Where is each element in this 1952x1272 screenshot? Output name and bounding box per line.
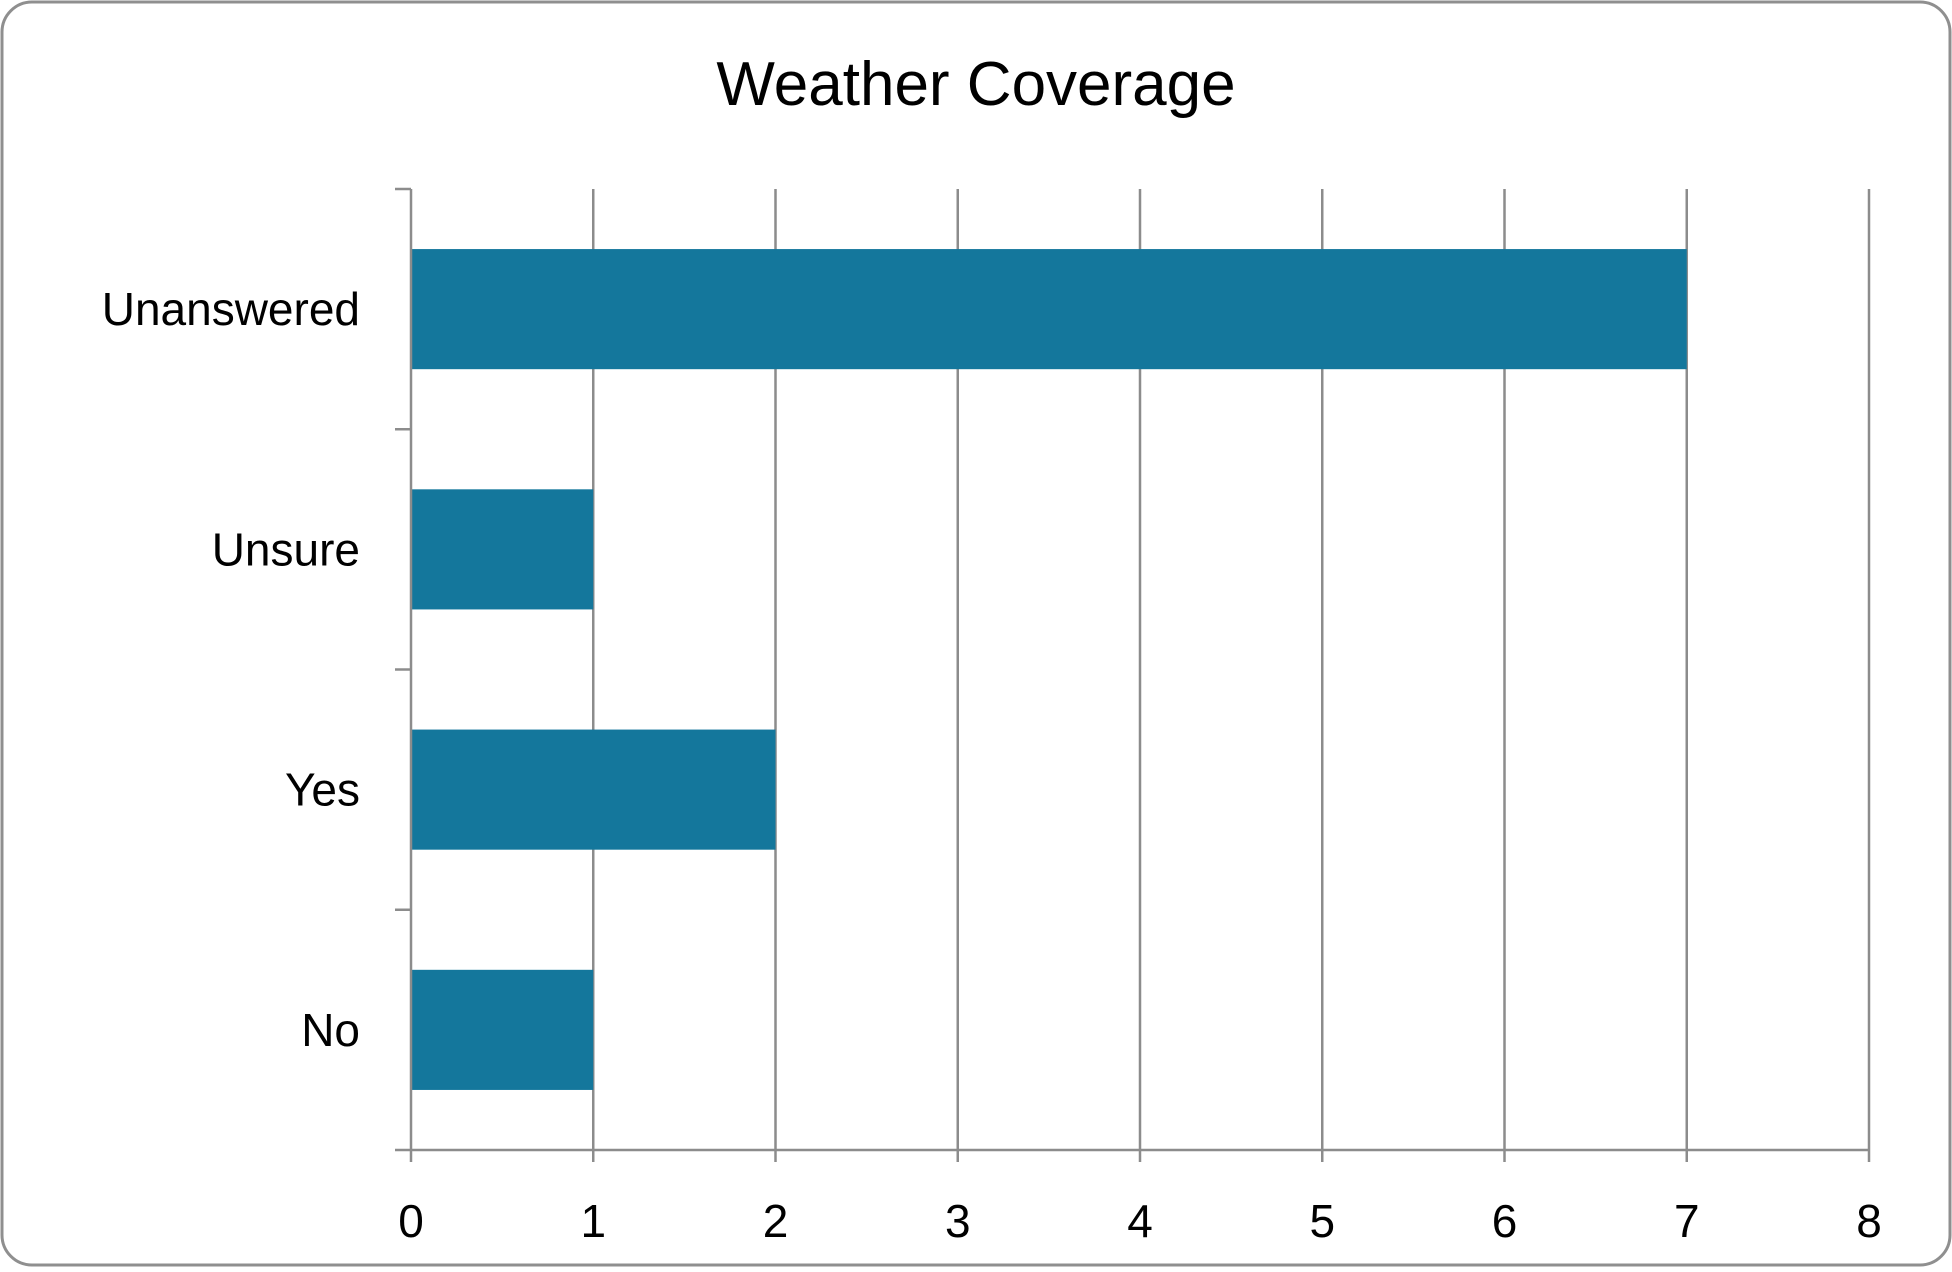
x-tick-label: 8 (1856, 1195, 1882, 1247)
category-label-unanswered: Unanswered (102, 283, 360, 335)
bars (411, 249, 1687, 1090)
bar-yes (411, 729, 776, 850)
x-tick-label: 2 (763, 1195, 789, 1247)
x-tick-label: 3 (945, 1195, 971, 1247)
category-label-no: No (301, 1004, 360, 1056)
x-tick-label: 1 (580, 1195, 606, 1247)
bar-unanswered (411, 249, 1687, 370)
category-label-unsure: Unsure (212, 523, 360, 575)
bar-no (411, 969, 594, 1090)
labels: 0 1 2 3 4 5 6 7 8 Unanswered Unsure Yes No (102, 283, 1882, 1247)
x-tick-label: 6 (1492, 1195, 1518, 1247)
x-tick-label: 7 (1674, 1195, 1700, 1247)
bar-unsure (411, 489, 594, 610)
category-label-yes: Yes (285, 764, 360, 816)
chart-title: Weather Coverage (716, 50, 1235, 119)
x-tick-label: 4 (1127, 1195, 1153, 1247)
x-tick-label: 5 (1309, 1195, 1335, 1247)
x-tick-label: 0 (398, 1195, 424, 1247)
axes (395, 187, 1871, 1162)
